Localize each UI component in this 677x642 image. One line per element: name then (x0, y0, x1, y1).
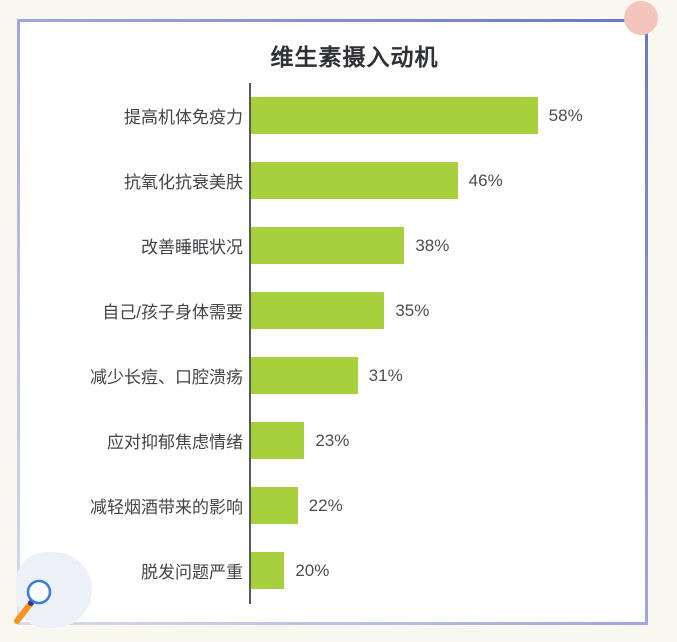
bar-plot-area: 35% (251, 278, 645, 343)
bar (251, 487, 298, 524)
value-label: 38% (415, 235, 450, 255)
bar (251, 357, 358, 394)
bar (251, 97, 538, 134)
category-label: 减少长痘、口腔溃疡 (90, 368, 243, 387)
bar (251, 227, 405, 264)
chart-title: 维生素摄入动机 (270, 44, 439, 70)
bar-plot-area: 38% (251, 213, 645, 278)
bar (251, 552, 285, 589)
category-label: 自己/孩子身体需要 (102, 303, 243, 322)
category-label: 抗氧化抗衰美肤 (124, 173, 243, 192)
value-label: 31% (368, 365, 403, 385)
bar-plot-area: 23% (251, 408, 645, 473)
bar-row: 应对抑郁焦虑情绪 23% (20, 408, 645, 473)
bar (251, 422, 305, 459)
value-label: 23% (315, 430, 350, 450)
bar-row: 改善睡眠状况 38% (20, 213, 645, 278)
bar-plot-area: 58% (251, 83, 645, 148)
category-label: 改善睡眠状况 (141, 238, 243, 257)
value-label: 46% (468, 170, 503, 190)
value-label: 20% (295, 560, 330, 580)
bar-plot-area: 46% (251, 148, 645, 213)
y-axis-line (249, 83, 251, 604)
bar-plot-area: 22% (251, 473, 645, 538)
category-label: 脱发问题严重 (141, 563, 243, 582)
bar-row: 提高机体免疫力 58% (20, 83, 645, 148)
bar (251, 162, 458, 199)
bar-row: 脱发问题严重 20% (20, 538, 645, 603)
bar-chart: 提高机体免疫力 58% 抗氧化抗衰美肤 46% 改善睡眠状况 38% 自己/孩子… (20, 83, 645, 603)
bar-row: 减少长痘、口腔溃疡 31% (20, 343, 645, 408)
magnifier-icon (14, 579, 52, 624)
value-label: 35% (395, 300, 430, 320)
bar-plot-area: 31% (251, 343, 645, 408)
category-label: 减轻烟酒带来的影响 (90, 498, 243, 517)
bar-plot-area: 20% (251, 538, 645, 603)
bar-row: 抗氧化抗衰美肤 46% (20, 148, 645, 213)
bar-row: 自己/孩子身体需要 35% (20, 278, 645, 343)
category-label: 应对抑郁焦虑情绪 (107, 433, 243, 452)
value-label: 58% (548, 105, 583, 125)
pink-circle-decoration (624, 1, 658, 35)
bar (251, 292, 385, 329)
bar-row: 减轻烟酒带来的影响 22% (20, 473, 645, 538)
category-label: 提高机体免疫力 (124, 108, 243, 127)
chart-card: 维生素摄入动机 提高机体免疫力 58% 抗氧化抗衰美肤 46% 改善睡眠状况 3… (17, 19, 648, 625)
value-label: 22% (308, 495, 343, 515)
